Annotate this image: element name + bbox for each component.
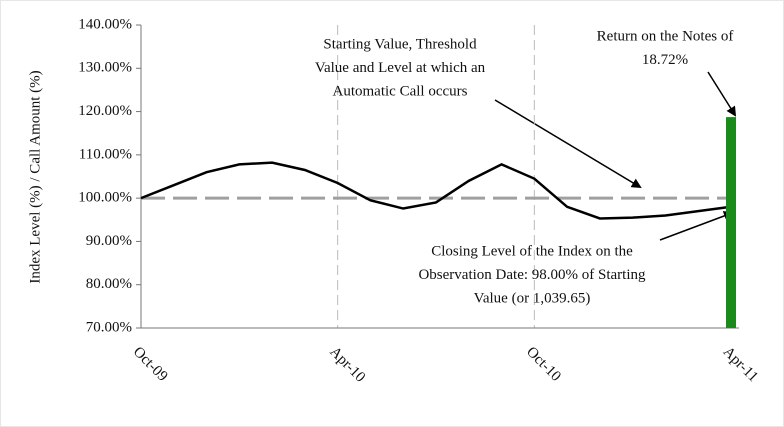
y-tick-label: 100.00% xyxy=(78,190,132,206)
y-tick-label: 70.00% xyxy=(86,319,132,335)
arrow xyxy=(707,71,737,117)
y-tick-label: 110.00% xyxy=(79,146,132,162)
annotation: Observation Date: 98.00% of Starting xyxy=(418,267,646,283)
y-tick-label: 90.00% xyxy=(86,233,132,249)
return-bar xyxy=(726,117,736,328)
annotation: Starting Value, Threshold xyxy=(323,36,477,52)
y-axis-label: Index Level (%) / Call Amount (%) xyxy=(27,70,43,283)
y-tick-label: 140.00% xyxy=(78,16,132,32)
x-tick-label: Oct-10 xyxy=(523,344,564,385)
annotation: 18.72% xyxy=(642,52,688,68)
y-tick-label: 80.00% xyxy=(86,276,132,292)
annotation: Value and Level at which an xyxy=(315,60,486,76)
x-tick-label: Apr-10 xyxy=(326,344,368,386)
arrow xyxy=(494,99,642,189)
annotation: Return on the Notes of xyxy=(597,28,734,44)
annotation: Value (or 1,039.65) xyxy=(474,290,591,306)
annotation: Closing Level of the Index on the xyxy=(431,243,633,259)
y-tick-label: 130.00% xyxy=(78,60,132,76)
x-tick-label: Oct-09 xyxy=(130,344,171,385)
x-tick-label: Apr-11 xyxy=(720,344,761,385)
index-line xyxy=(140,161,732,220)
y-tick-label: 120.00% xyxy=(78,103,132,119)
arrow xyxy=(659,211,734,241)
annotation: Automatic Call occurs xyxy=(333,83,468,99)
